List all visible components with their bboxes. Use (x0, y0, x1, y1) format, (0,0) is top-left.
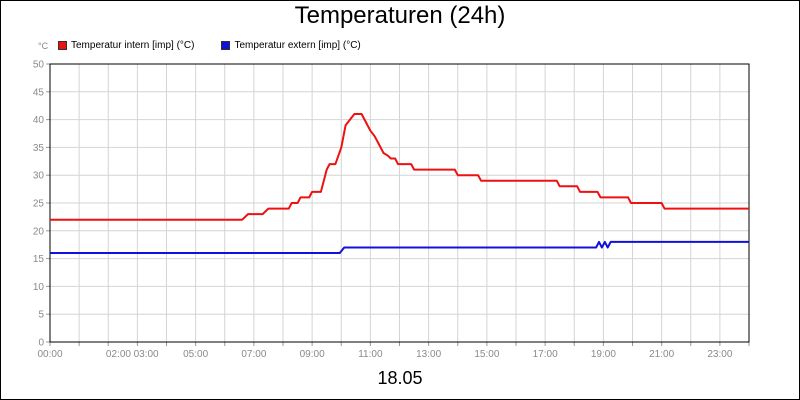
series-line-extern (50, 240, 749, 254)
date-label: 18.05 (377, 368, 423, 388)
x-tick-label-17:00: 17:00 (533, 349, 558, 360)
x-tick-label-11:00: 11:00 (358, 349, 383, 360)
chart-title: Temperaturen (24h) (294, 2, 506, 29)
x-tick-label-21:00: 21:00 (649, 349, 674, 360)
x-tick-label-00:00: 00:00 (37, 349, 62, 360)
x-tick-label-09:00: 09:00 (300, 349, 325, 360)
legend-swatch-intern (58, 40, 67, 50)
legend-label-intern: Temperatur intern [imp] (°C) (71, 39, 195, 51)
y-tick-label-25: 25 (33, 199, 45, 210)
series-line-intern (50, 113, 749, 221)
x-tick-label-03:00: 03:00 (134, 349, 159, 360)
x-tick-label-15:00: 15:00 (474, 349, 499, 360)
y-tick-label-20: 20 (33, 226, 45, 237)
x-tick-label-07:00: 07:00 (241, 349, 266, 360)
y-tick-label-45: 45 (33, 87, 45, 98)
y-tick-label-10: 10 (33, 282, 45, 293)
y-tick-label-5: 5 (38, 310, 44, 321)
plot-border (49, 63, 750, 343)
x-tick-label-02:00: 02:00 (106, 349, 131, 360)
legend: Temperatur intern [imp] (°C) Temperatur … (58, 39, 388, 51)
legend-item-extern: Temperatur extern [imp] (°C) (221, 39, 361, 51)
legend-label-extern: Temperatur extern [imp] (°C) (234, 39, 361, 51)
x-tick-label-19:00: 19:00 (591, 349, 616, 360)
x-tick-label-05:00: 05:00 (183, 349, 208, 360)
y-tick-label-15: 15 (33, 254, 45, 265)
y-axis-unit: °C (38, 41, 49, 51)
y-tick-label-0: 0 (38, 338, 44, 349)
x-tick-label-23:00: 23:00 (707, 349, 732, 360)
legend-swatch-extern (221, 40, 231, 50)
y-tick-label-40: 40 (33, 115, 45, 126)
legend-item-intern: Temperatur intern [imp] (°C) (58, 40, 194, 51)
y-tick-label-50: 50 (33, 60, 45, 71)
y-tick-label-30: 30 (33, 171, 45, 182)
x-tick-label-13:00: 13:00 (416, 349, 441, 360)
y-tick-label-35: 35 (33, 143, 45, 154)
